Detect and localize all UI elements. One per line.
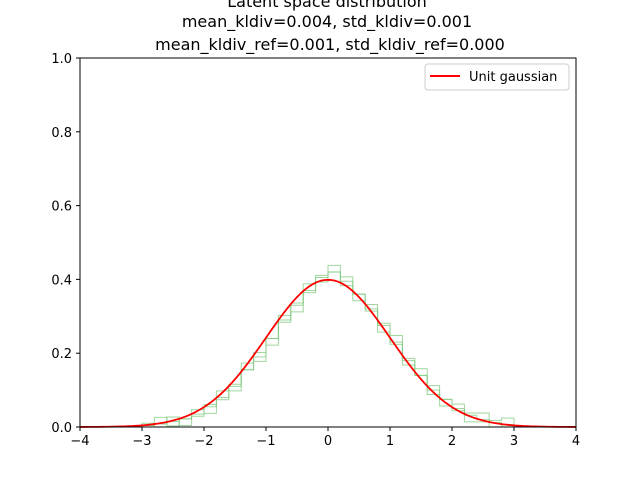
chart-title-line-3: mean_kldiv_ref=0.001, std_kldiv_ref=0.00… <box>155 35 505 55</box>
x-tick-label: 4 <box>572 434 580 449</box>
x-tick-label: −2 <box>194 434 213 449</box>
chart-title-line-1: Latent space distribution <box>227 0 427 11</box>
unit-gaussian-line <box>79 278 577 428</box>
x-tick-label: −1 <box>256 434 275 449</box>
x-tick-label: 1 <box>386 434 394 449</box>
legend-label-unit-gaussian: Unit gaussian <box>469 70 557 85</box>
x-tick-label: 3 <box>510 434 518 449</box>
x-axis: −4 −3 −2 −1 0 1 2 3 4 <box>70 427 580 449</box>
y-tick-label: 0.8 <box>51 126 72 141</box>
y-tick-label: 0.6 <box>51 200 72 215</box>
y-tick-label: 0.2 <box>51 347 72 362</box>
legend-box <box>424 63 570 91</box>
x-tick-label: 2 <box>448 434 456 449</box>
plot-area <box>79 264 577 428</box>
legend: Unit gaussian <box>424 63 570 91</box>
x-tick-label: −3 <box>132 434 151 449</box>
x-tick-label: −4 <box>70 434 89 449</box>
y-axis: 0.0 0.2 0.4 0.6 0.8 1.0 <box>51 52 80 436</box>
chart-title-line-2: mean_kldiv=0.004, std_kldiv=0.001 <box>182 12 472 32</box>
y-tick-label: 1.0 <box>51 52 72 67</box>
y-tick-label: 0.4 <box>51 273 72 288</box>
x-tick-label: 0 <box>324 434 332 449</box>
y-tick-label: 0.0 <box>51 421 72 436</box>
